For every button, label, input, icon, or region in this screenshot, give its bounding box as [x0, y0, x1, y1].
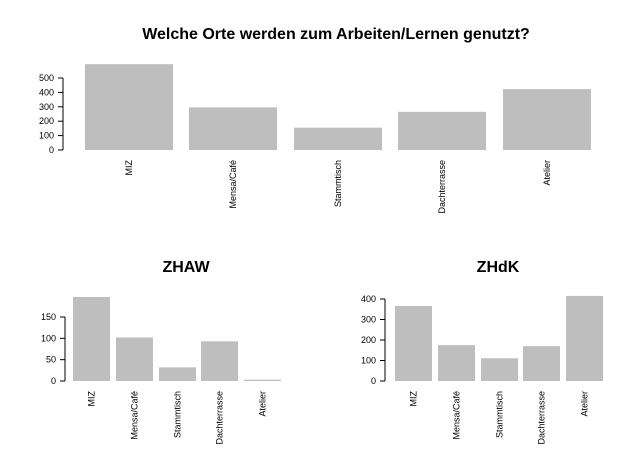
zhaw-bar-stammtisch	[159, 367, 196, 381]
zhaw-bar-atelier	[244, 379, 281, 381]
overall-y-tick-label: 500	[39, 73, 54, 83]
zhaw-chart-title: ZHAW	[162, 259, 210, 276]
zhaw-x-tick-label: Mensa/Café	[130, 391, 140, 440]
overall-bar-miz	[85, 64, 173, 150]
zhdk-x-tick-label: Atelier	[580, 391, 590, 417]
zhdk-y-tick-label: 200	[361, 335, 376, 345]
zhdk-y-tick-label: 400	[361, 294, 376, 304]
overall-x-tick-label: MIZ	[124, 160, 134, 176]
zhdk-bar-miz	[395, 305, 432, 381]
zhdk-bar-dachterrasse	[523, 346, 560, 381]
overall-bar-atelier	[503, 89, 591, 150]
zhaw-y-tick-label: 150	[41, 312, 56, 322]
zhaw-y-tick-label: 0	[51, 376, 56, 386]
zhdk-y-tick-label: 100	[361, 356, 376, 366]
zhaw-bar-miz	[73, 296, 110, 381]
zhaw-y-tick-label: 50	[46, 355, 56, 365]
overall-y-tick-label: 300	[39, 102, 54, 112]
zhdk-bar-mensacaf	[438, 345, 475, 381]
zhdk-x-tick-label: Stammtisch	[495, 391, 505, 438]
zhaw-bar-dachterrasse	[201, 341, 238, 381]
zhdk-x-tick-label: Mensa/Café	[452, 391, 462, 440]
overall-x-tick-label: Mensa/Café	[228, 160, 238, 209]
overall-y-tick-label: 0	[49, 145, 54, 155]
zhdk-y-tick-label: 0	[371, 376, 376, 386]
zhaw-x-tick-label: Dachterrasse	[215, 391, 225, 445]
overall-y-tick-label: 200	[39, 116, 54, 126]
zhdk-y-tick-label: 300	[361, 315, 376, 325]
overall-x-tick-label: Dachterrasse	[437, 160, 447, 214]
overall-y-tick-label: 400	[39, 87, 54, 97]
zhaw-x-tick-label: Stammtisch	[173, 391, 183, 438]
overall-bar-dachterrasse	[398, 111, 486, 150]
zhaw-y-tick-label: 100	[41, 333, 56, 343]
zhaw-bar-mensacaf	[116, 337, 153, 381]
overall-bar-stammtisch	[294, 127, 382, 150]
zhaw-x-tick-label: MIZ	[87, 391, 97, 407]
zhaw-x-tick-label: Atelier	[258, 391, 268, 417]
zhdk-x-tick-label: MIZ	[409, 391, 419, 407]
zhdk-chart-title: ZHdK	[477, 259, 520, 276]
overall-chart-title: Welche Orte werden zum Arbeiten/Lernen g…	[142, 26, 530, 43]
overall-bar-mensacaf	[189, 107, 277, 150]
zhdk-x-tick-label: Dachterrasse	[537, 391, 547, 445]
overall-x-tick-label: Stammtisch	[333, 160, 343, 207]
overall-x-tick-label: Atelier	[542, 160, 552, 186]
zhdk-bar-stammtisch	[481, 358, 518, 381]
overall-y-tick-label: 100	[39, 131, 54, 141]
zhdk-bar-atelier	[566, 295, 603, 381]
